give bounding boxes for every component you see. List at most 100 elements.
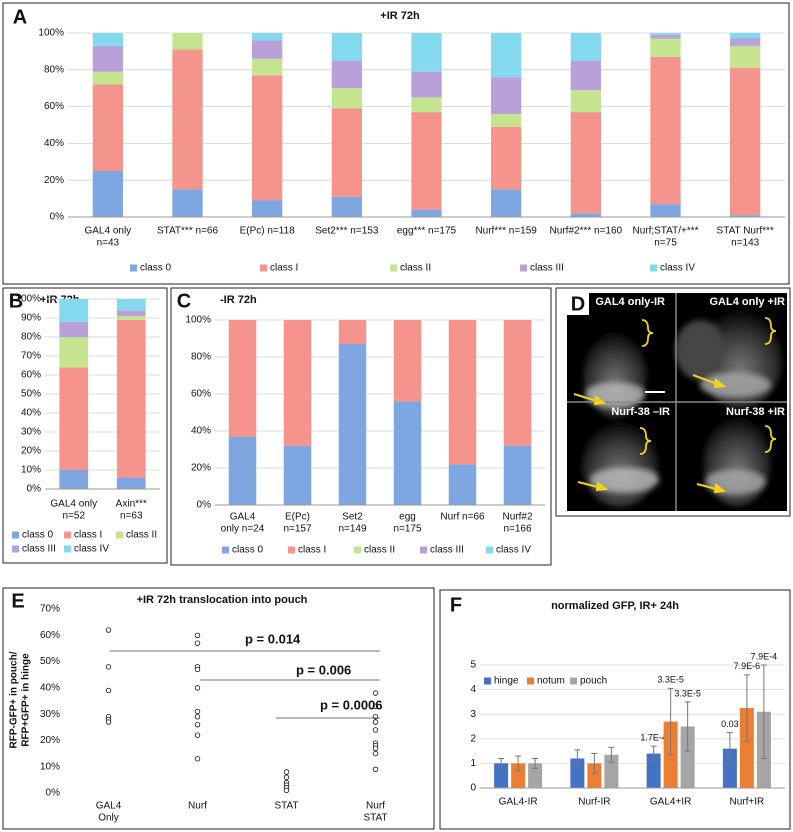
- x-tick-label: Nurf n=66: [440, 512, 485, 523]
- bar-segment: [730, 67, 761, 216]
- y-tick-label: 90%: [21, 313, 41, 324]
- legend-swatch: [288, 546, 295, 554]
- y-tick-label: 80%: [21, 332, 41, 343]
- legend-swatch: [420, 546, 427, 554]
- image-label: GAL4 only-IR: [595, 296, 665, 308]
- error-bar: [684, 701, 691, 752]
- bar: [570, 758, 585, 788]
- p-value: 3.3E-5: [674, 688, 701, 698]
- chart-title: +IR 72h translocation into pouch: [137, 594, 308, 606]
- panel-letter: B: [9, 290, 23, 312]
- y-tick-label: 50%: [40, 656, 60, 667]
- bar-segment: [570, 33, 601, 61]
- x-tick-label: STAT: [363, 813, 387, 824]
- point: [283, 769, 290, 775]
- y-tick-label: 40%: [44, 138, 64, 149]
- x-tick-label: Nurf#2: [502, 512, 532, 523]
- bar: [604, 754, 619, 788]
- bar-segment: [331, 108, 362, 197]
- p-value: 7.9E-6: [734, 661, 761, 671]
- bar-segment: [491, 113, 522, 127]
- p-value: p = 0.0006: [320, 697, 383, 712]
- bar-segment: [92, 171, 123, 217]
- x-tick-label: STAT Nurf***: [717, 226, 774, 237]
- bar-segment: [59, 367, 89, 470]
- bar-segment: [491, 33, 522, 78]
- panel-letter: D: [571, 293, 585, 315]
- legend-label: class I: [74, 530, 102, 541]
- bar-segment: [283, 445, 312, 505]
- bar-segment: [116, 310, 146, 317]
- x-tick-label: n=149: [338, 524, 367, 535]
- bar-segment: [172, 33, 203, 50]
- x-tick-label: Nurf+IR: [730, 797, 765, 808]
- legend-swatch: [222, 546, 229, 554]
- bar-segment: [59, 337, 89, 368]
- bar-segment: [411, 97, 442, 113]
- legend-swatch: [116, 531, 123, 539]
- x-tick-label: n=143: [731, 238, 760, 249]
- bar-segment: [92, 71, 123, 85]
- bar-segment: [172, 189, 203, 217]
- bar-segment: [116, 299, 146, 311]
- bar-segment: [283, 320, 312, 446]
- y-tick-label: 60%: [40, 630, 60, 641]
- error-bar: [591, 753, 598, 774]
- point: [372, 745, 379, 752]
- legend-label: class I: [270, 263, 298, 274]
- y-tick-label: 0%: [50, 212, 65, 223]
- legend-label: class IV: [660, 263, 695, 274]
- error-bar: [667, 687, 674, 756]
- x-tick-label: STAT: [274, 801, 298, 812]
- p-value: 7.9E-4: [751, 651, 778, 661]
- bar-segment: [570, 90, 601, 113]
- point: [194, 756, 201, 762]
- y-tick-label: 80%: [191, 352, 211, 363]
- legend-label: pouch: [580, 676, 607, 687]
- y-axis-label: RFP+GFP+ in hinge: [21, 653, 32, 747]
- bar-segment: [331, 196, 362, 217]
- chart-title: -IR 72h: [220, 294, 257, 306]
- x-tick-label: Axin***: [116, 499, 147, 510]
- legend-swatch: [64, 531, 71, 539]
- point: [194, 685, 201, 691]
- bar-segment: [650, 33, 681, 35]
- y-tick-label: 40%: [40, 682, 60, 693]
- point: [372, 750, 379, 757]
- x-tick-label: Nurf-IR: [578, 797, 610, 808]
- bar-segment: [252, 33, 283, 41]
- x-tick-label: Nurf*** n=159: [475, 226, 537, 237]
- y-tick-label: 0%: [27, 484, 42, 495]
- bar: [494, 763, 509, 788]
- disc-images: [582, 312, 782, 507]
- bar-segment: [59, 299, 89, 322]
- point: [194, 666, 201, 673]
- point: [283, 787, 290, 794]
- y-tick-label: 2: [470, 733, 476, 744]
- bar-segment: [338, 320, 367, 345]
- image-label: Nurf-38 +IR: [726, 406, 785, 418]
- legend-label: class III: [22, 544, 56, 555]
- bar-segment: [172, 49, 203, 190]
- error-bar: [515, 755, 522, 772]
- point: [105, 664, 112, 670]
- error-bar: [650, 745, 657, 762]
- error-bar: [532, 757, 539, 769]
- y-tick-label: 3: [470, 709, 476, 720]
- bar-segment: [650, 34, 681, 39]
- bar-segment: [570, 60, 601, 91]
- bar-segment: [570, 213, 601, 217]
- bar-segment: [252, 75, 283, 201]
- x-tick-label: GAL4: [230, 512, 256, 523]
- point: [194, 721, 201, 728]
- point: [372, 766, 379, 773]
- legend-swatch: [390, 264, 397, 272]
- point: [194, 632, 201, 638]
- bar-segment: [331, 33, 362, 61]
- bar: [722, 748, 737, 788]
- panel-d-images: D GAL4 only-IR GAL4 only +IR Nurf-38 –IR…: [567, 293, 787, 511]
- point: [194, 732, 201, 738]
- point: [105, 719, 112, 725]
- x-tick-label: n=52: [62, 511, 85, 522]
